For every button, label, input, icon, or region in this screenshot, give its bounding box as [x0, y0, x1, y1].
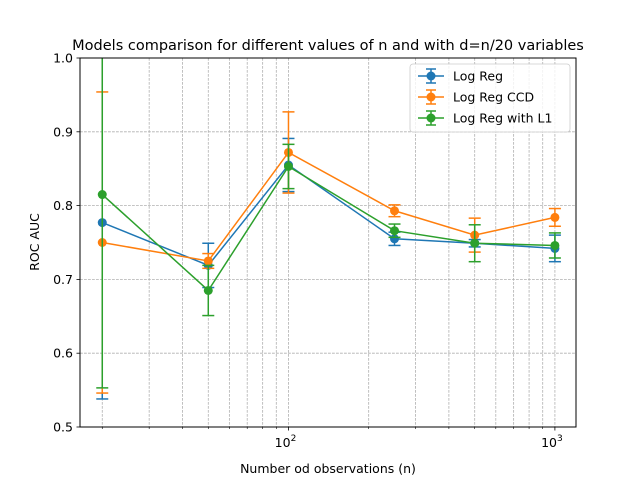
- legend-swatch-marker: [426, 113, 436, 123]
- x-tick-label: 102: [275, 434, 297, 450]
- data-point: [203, 285, 213, 295]
- legend-box: [409, 63, 571, 133]
- legend-label: Log Reg with L1: [453, 111, 552, 126]
- y-tick-label: 0.8: [53, 198, 73, 213]
- x-tick-base: 10: [541, 435, 557, 450]
- series-log-reg-with-l1: [96, 58, 561, 389]
- data-point: [97, 190, 107, 200]
- y-axis-label: ROC AUC: [27, 213, 42, 271]
- legend-label: Log Reg CCD: [453, 90, 534, 105]
- x-axis-label: Number od observations (n): [240, 461, 416, 476]
- y-tick-label: 0.7: [53, 272, 73, 287]
- data-point: [390, 206, 400, 216]
- chart-title: Models comparison for different values o…: [72, 38, 584, 54]
- legend-item: Log Reg CCD: [418, 89, 534, 105]
- legend-item: Log Reg with L1: [418, 110, 552, 126]
- data-point: [390, 226, 400, 236]
- series-line: [101, 165, 555, 292]
- plot-frame: [79, 57, 577, 428]
- legend-item: Log Reg: [418, 68, 503, 84]
- legend-label: Log Reg: [453, 69, 503, 84]
- x-tick-label: 103: [541, 434, 563, 450]
- legend: Log Reg Log Reg CCD Log Reg with L1: [409, 63, 571, 133]
- legend-swatch-marker: [426, 71, 436, 81]
- y-tick-label: 1.0: [53, 51, 73, 66]
- legend-swatch-marker: [426, 92, 436, 102]
- data-point: [390, 234, 400, 244]
- data-point: [550, 212, 560, 222]
- y-tick-label: 0.5: [53, 420, 73, 435]
- y-tick-label: 0.9: [53, 124, 73, 139]
- series-line: [102, 151, 556, 262]
- data-point: [470, 238, 480, 248]
- x-tick-base: 10: [275, 435, 291, 450]
- y-tick-label: 0.6: [53, 346, 73, 361]
- x-tick-exponent: 2: [291, 434, 297, 444]
- series-layer: [96, 58, 561, 400]
- data-point: [550, 240, 560, 250]
- data-point: [203, 256, 213, 266]
- x-tick-exponent: 3: [557, 434, 563, 444]
- data-point: [283, 161, 293, 171]
